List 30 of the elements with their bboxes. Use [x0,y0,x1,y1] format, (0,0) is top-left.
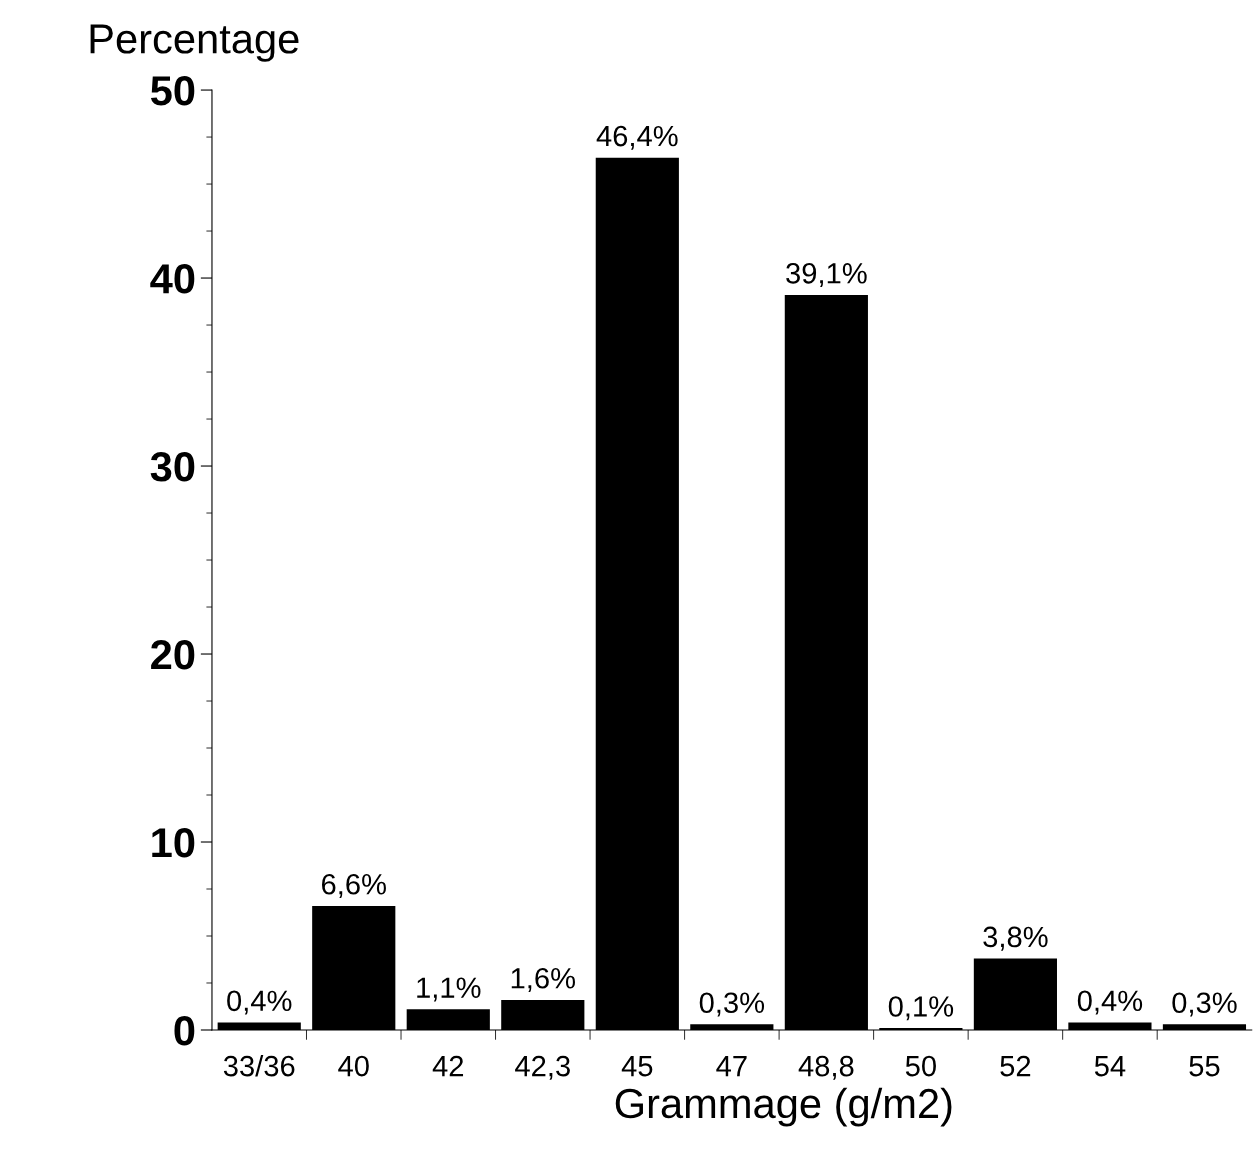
data-label: 1,1% [417,977,481,1002]
data-label: 1,6% [511,967,575,993]
x-tick-label: 33/36 [223,1055,295,1077]
data-label: 0,4% [227,990,292,1015]
data-label: 0,3% [1172,992,1237,1017]
x-axis-title: Grammage (g/m2) [615,1087,952,1127]
y-tick-label: 30 [150,452,195,482]
x-tick-label: 42,3 [515,1055,570,1080]
x-tick-label: 55 [1189,1056,1220,1077]
x-tick-label: 48,8 [798,1055,854,1080]
data-label: 6,6% [322,873,386,899]
data-label: 0,4% [1077,990,1143,1015]
x-tick-label: 40 [338,1055,369,1077]
data-label: 46,4% [596,125,678,150]
data-label: 0,1% [888,996,954,1021]
x-tick-label: 47 [716,1056,747,1077]
data-label: 3,8% [983,926,1048,951]
x-tick-label: 50 [905,1055,936,1077]
y-tick-label: 40 [150,264,195,294]
y-tick-label: 20 [151,640,195,670]
x-tick-label: 54 [1094,1056,1126,1077]
y-axis-title: Percentage [90,24,299,62]
y-tick-label: 50 [150,76,195,106]
data-label: 0,3% [699,992,765,1017]
y-tick-label: 10 [152,828,195,858]
data-label: 39,1% [786,262,867,288]
x-tick-label: 45 [621,1056,653,1077]
y-tick-label: 0 [174,1016,195,1046]
x-tick-label: 52 [1000,1055,1031,1077]
x-tick-label: 42 [432,1055,464,1077]
